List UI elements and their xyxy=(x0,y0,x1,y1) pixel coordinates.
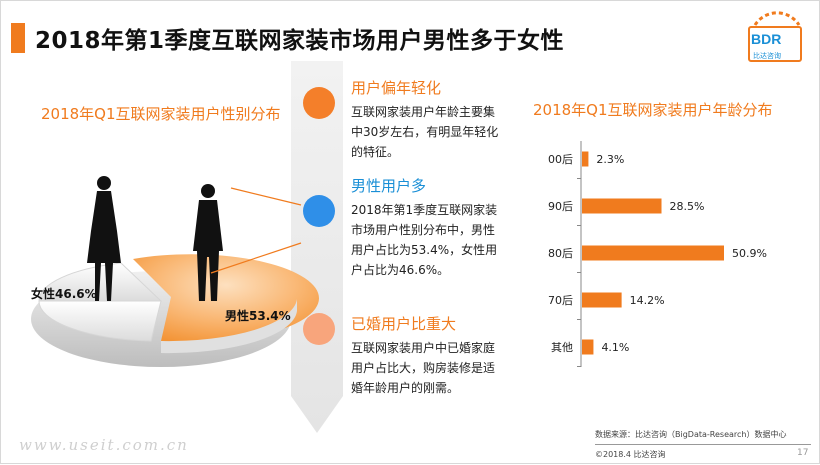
point-heading: 用户偏年轻化 xyxy=(351,79,442,97)
point-text: 2018年第1季度互联网家装市场用户性别分布中，男性用户占比为53.4%，女性用… xyxy=(351,203,498,277)
age-category-label: 90后 xyxy=(548,200,573,213)
point-dot-male xyxy=(303,195,335,227)
age-value-label: 2.3% xyxy=(596,153,624,166)
pie-slice-male-side xyxy=(161,299,297,354)
point-heading: 男性用户多 xyxy=(351,177,427,195)
watermark: www.useit.com.cn xyxy=(19,436,189,454)
connector-line-2 xyxy=(210,242,302,274)
point-male: 男性用户多 2018年第1季度互联网家装市场用户性别分布中，男性用户占比为53.… xyxy=(351,175,501,280)
age-bar xyxy=(582,339,594,355)
age-bar xyxy=(582,292,622,308)
age-category-label: 80后 xyxy=(548,247,573,260)
point-married: 已婚用户比重大 互联网家装用户中已婚家庭用户占比大，购房装修是适婚年龄用户的刚需… xyxy=(351,313,501,398)
female-silhouette-icon xyxy=(87,176,121,301)
age-value-label: 28.5% xyxy=(670,200,705,213)
copyright: ©2018.4 比达咨询 xyxy=(595,450,666,459)
point-young: 用户偏年轻化 互联网家装用户年龄主要集中30岁左右，有明显年轻化的特征。 xyxy=(351,77,501,162)
logo-mark: BDR xyxy=(751,31,782,47)
age-bar xyxy=(582,198,662,214)
logo-subtitle: 比达咨询 xyxy=(753,52,781,60)
age-chart-title: 2018年Q1互联网家装用户年龄分布 xyxy=(533,101,773,119)
pie-slice-male xyxy=(133,254,319,343)
point-dot-young xyxy=(303,87,335,119)
age-category-label: 00后 xyxy=(548,153,573,166)
age-value-label: 50.9% xyxy=(732,247,767,260)
pie-label-male: 男性53.4% xyxy=(225,309,291,323)
footer-divider xyxy=(595,444,811,445)
page-title: 2018年第1季度互联网家装市场用户男性多于女性 xyxy=(35,28,565,54)
page-number: 17 xyxy=(797,448,809,458)
gender-chart-title: 2018年Q1互联网家装用户性别分布 xyxy=(41,105,281,123)
point-text: 互联网家装用户年龄主要集中30岁左右，有明显年轻化的特征。 xyxy=(351,105,499,159)
pie-slice-female-front xyxy=(38,300,162,342)
point-heading: 已婚用户比重大 xyxy=(351,315,457,333)
age-category-label: 70后 xyxy=(548,294,573,307)
age-value-label: 14.2% xyxy=(630,294,665,307)
point-text: 互联网家装用户中已婚家庭用户占比大，购房装修是适婚年龄用户的刚需。 xyxy=(351,341,496,395)
connector-line-1 xyxy=(230,187,302,206)
age-category-label: 其他 xyxy=(551,341,573,354)
point-dot-married xyxy=(303,313,335,345)
bdr-logo: BDR 比达咨询 xyxy=(747,11,807,69)
age-bar xyxy=(582,245,724,261)
pie-label-female: 女性46.6% xyxy=(31,287,97,301)
data-source: 数据来源：比达咨询（BigData-Research）数据中心 xyxy=(595,430,787,439)
logo-ring-icon xyxy=(748,11,802,62)
title-accent-bar xyxy=(11,23,25,53)
age-value-label: 4.1% xyxy=(601,341,629,354)
age-bar xyxy=(582,151,589,167)
male-silhouette-icon xyxy=(193,184,223,301)
